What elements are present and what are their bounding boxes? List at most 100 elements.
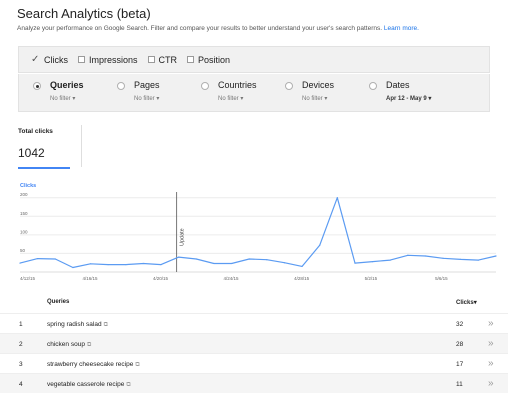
chevron-down-icon: ▾ <box>240 96 244 102</box>
chevron-down-icon: ▾ <box>156 96 160 102</box>
chart-data-point <box>107 263 109 266</box>
dimension-selector: Queries No filter ▾ Pages No filter ▾ Co… <box>18 74 490 112</box>
chart-data-point <box>407 254 409 256</box>
chevron-down-icon: ▾ <box>324 96 328 102</box>
learn-more-link[interactable]: Learn more. <box>383 25 419 32</box>
chart-data-point <box>460 258 462 260</box>
row-number: 3 <box>19 361 23 368</box>
chart-xtick-label: 5/2/15 <box>365 276 378 281</box>
queries-table: Queries Clicks▾ 1 spring radish salad ⧉ 32»… <box>0 293 508 393</box>
clicks-value: 17 <box>456 361 464 368</box>
dimension-label: Countries <box>218 80 257 90</box>
subtitle-text: Analyze your performance on Google Searc… <box>17 25 383 32</box>
dimension-label: Devices <box>302 80 335 90</box>
clicks-column-header[interactable]: Clicks▾ <box>456 299 477 306</box>
dimension-filter[interactable]: No filter ▾ <box>302 95 327 102</box>
double-chevron-right-icon[interactable]: » <box>488 338 494 349</box>
filter-text: No filter <box>134 96 155 102</box>
chart-data-point <box>336 197 338 199</box>
query-link[interactable]: spring radish salad ⧉ <box>47 321 108 329</box>
chart-data-point <box>495 255 497 257</box>
chart-xtick-label: 4/24/15 <box>224 276 240 281</box>
table-row[interactable]: 3 strawberry cheesecake recipe ⧉ 17 » <box>0 353 508 373</box>
metric-ctr[interactable]: CTR <box>147 54 178 65</box>
query-link[interactable]: vegetable casserole recipe ⧉ <box>47 381 131 389</box>
double-chevron-right-icon[interactable]: » <box>488 318 494 329</box>
checkbox-icon[interactable] <box>78 56 85 63</box>
query-link[interactable]: strawberry cheesecake recipe ⧉ <box>47 361 140 369</box>
radio-icon[interactable] <box>201 82 209 90</box>
double-chevron-right-icon[interactable]: » <box>488 378 494 389</box>
row-number: 2 <box>19 341 23 348</box>
chart-data-point <box>89 263 92 265</box>
dimension-filter[interactable]: No filter ▾ <box>134 95 159 102</box>
clicks-value: 11 <box>456 381 463 388</box>
dimension-filter[interactable]: No filter ▾ <box>50 95 75 102</box>
total-clicks-value: 1042 <box>18 146 45 160</box>
totals-divider <box>81 125 82 167</box>
query-text: vegetable casserole recipe <box>47 381 125 388</box>
chart-data-point <box>142 262 145 265</box>
query-text: strawberry cheesecake recipe <box>47 361 134 368</box>
metric-clicks[interactable]: ✓ Clicks <box>31 54 68 65</box>
chart-data-point <box>442 257 444 259</box>
row-number: 4 <box>19 381 23 388</box>
chart-data-point <box>160 263 162 266</box>
chart-data-point <box>319 244 321 246</box>
chart-data-point <box>389 259 391 261</box>
chart-ytick-label: 150 <box>20 211 28 216</box>
filter-text: No filter <box>218 96 239 102</box>
metric-label: Clicks <box>44 54 68 65</box>
chart-data-point <box>301 265 303 268</box>
radio-icon[interactable] <box>369 82 377 90</box>
chart-ytick-label: 200 <box>20 192 28 197</box>
filter-text: No filter <box>50 96 71 102</box>
radio-icon[interactable] <box>117 82 125 90</box>
total-clicks-underline <box>18 167 70 169</box>
total-clicks-label: Total clicks <box>18 128 53 135</box>
dimension-filter[interactable]: No filter ▾ <box>218 95 243 102</box>
chart-data-point <box>213 262 215 265</box>
query-link[interactable]: chicken soup ⧉ <box>47 341 91 349</box>
clicks-chart: Clicks 200 150 100 50 Update 4/12/15 4/16/15 4/2… <box>0 180 508 288</box>
checkbox-icon[interactable] <box>147 56 155 63</box>
metric-position[interactable]: Position <box>187 55 230 65</box>
table-row[interactable]: 1 spring radish salad ⧉ 32 » <box>0 313 508 333</box>
metric-label: Position <box>198 54 231 65</box>
dimension-label: Queries <box>50 80 84 90</box>
radio-icon[interactable] <box>285 82 293 90</box>
chart-data-point <box>37 258 39 260</box>
chart-data-point <box>283 262 286 264</box>
radio-selected-icon[interactable] <box>33 82 41 90</box>
chart-ylabel: Clicks <box>20 183 36 189</box>
page-title: Search Analytics (beta) <box>17 6 151 21</box>
dimension-filter[interactable]: Apr 12 - May 9 ▾ <box>386 95 431 102</box>
chart-data-point <box>266 259 268 261</box>
external-link-icon[interactable]: ⧉ <box>103 322 108 328</box>
chart-data-point <box>195 258 197 260</box>
chart-data-point <box>125 263 127 266</box>
metrics-toolbar: ✓ Clicks Impressions CTR Position <box>18 46 490 73</box>
table-row[interactable]: 4 vegetable casserole recipe ⧉ 11 » <box>0 373 508 393</box>
checkbox-icon[interactable] <box>187 56 195 63</box>
dimension-label: Pages <box>134 80 160 90</box>
table-body: 1 spring radish salad ⧉ 32» 2 chicken soup ⧉ 28… <box>0 313 508 393</box>
chevron-down-icon: ▾ <box>72 96 76 102</box>
double-chevron-right-icon[interactable]: » <box>488 358 494 369</box>
page-subtitle: Analyze your performance on Google Searc… <box>17 25 419 32</box>
clicks-header-label: Clicks <box>456 300 474 306</box>
queries-column-header[interactable]: Queries <box>47 299 70 305</box>
chart-data-point <box>477 259 479 261</box>
dimension-label: Dates <box>386 80 410 90</box>
checkmark-icon: ✓ <box>31 54 40 65</box>
external-link-icon[interactable]: ⧉ <box>126 382 131 388</box>
metric-label: CTR <box>158 54 178 65</box>
chart-data-point <box>54 258 56 260</box>
chart-ytick-label: 50 <box>20 248 26 253</box>
external-link-icon[interactable]: ⧉ <box>86 342 92 348</box>
external-link-icon[interactable]: ⧉ <box>135 362 140 368</box>
chart-data-point <box>19 262 21 264</box>
table-row[interactable]: 2 chicken soup ⧉ 28 » <box>0 333 508 353</box>
metric-impressions[interactable]: Impressions <box>78 55 138 65</box>
chart-xtick-label: 4/12/15 <box>20 276 36 281</box>
